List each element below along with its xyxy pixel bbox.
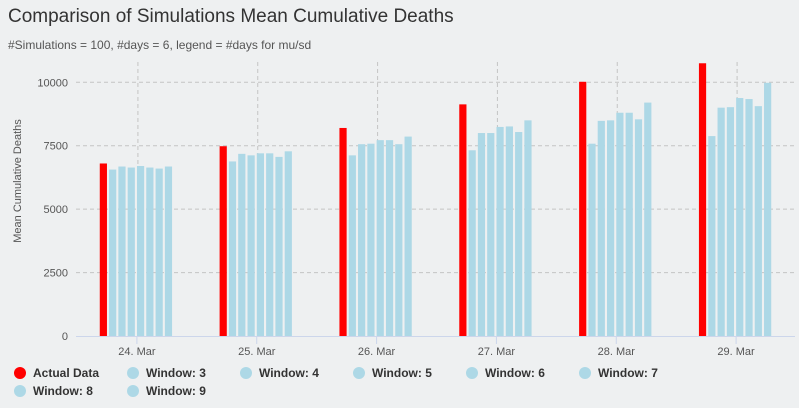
y-tick-label: 10000 [37,77,68,89]
bar[interactable] [266,153,274,336]
bar[interactable] [164,166,173,336]
bar[interactable] [708,136,716,336]
x-tick-label: 28. Mar [598,346,636,358]
legend-marker [14,367,26,379]
bar[interactable] [127,167,135,336]
legend-item[interactable]: Window: 4 [240,366,319,380]
chart-subtitle: #Simulations = 100, #days = 6, legend = … [8,38,312,52]
legend-marker [579,367,591,379]
bar[interactable] [634,119,643,336]
bar[interactable] [579,81,587,337]
x-tick-label: 25. Mar [238,346,276,358]
bar[interactable] [505,126,513,337]
bar[interactable] [367,143,375,336]
legend-label: Actual Data [33,366,100,380]
bar[interactable] [238,153,246,336]
chart-title: Comparison of Simulations Mean Cumulativ… [8,6,454,27]
bar[interactable] [376,140,384,336]
bars [99,63,772,337]
bar[interactable] [524,120,532,336]
bar[interactable] [468,150,476,336]
bar[interactable] [745,99,753,336]
legend-marker [127,367,139,379]
bar[interactable] [358,144,366,336]
y-tick-label: 5000 [44,204,68,216]
bar[interactable] [348,155,356,336]
legend-label: Window: 4 [259,366,319,380]
legend-item[interactable]: Window: 7 [579,366,658,380]
bar[interactable] [726,107,735,336]
x-tick-label: 29. Mar [717,346,755,358]
bar[interactable] [625,112,633,336]
legend-label: Window: 9 [146,384,206,398]
bar[interactable] [155,168,163,336]
bar[interactable] [99,163,107,336]
legend-marker [240,367,252,379]
bar[interactable] [487,133,495,336]
bar[interactable] [339,127,347,337]
x-tick-label: 26. Mar [358,346,396,358]
legend-marker [466,367,478,379]
bar[interactable] [644,102,652,336]
bar[interactable] [146,167,154,336]
legend-item[interactable]: Window: 9 [127,384,206,398]
bar[interactable] [588,143,596,336]
bar[interactable] [515,132,523,336]
legend-item[interactable]: Actual Data [14,366,99,380]
bar[interactable] [219,146,227,336]
legend-item[interactable]: Window: 8 [14,384,93,398]
legend-marker [353,367,365,379]
legend-label: Window: 5 [372,366,432,380]
legend-label: Window: 7 [598,366,658,380]
axes: 0 2500 5000 7500 10000 24. Mar 25. Mar 26. Mar 2… [37,77,795,358]
legend-marker [14,385,26,397]
gridlines [76,62,795,336]
bar[interactable] [404,136,412,336]
bar[interactable] [736,98,744,336]
legend-label: Window: 3 [146,366,206,380]
bar[interactable] [275,156,283,336]
bar[interactable] [754,106,762,337]
y-axis-label: Mean Cumulative Deaths [12,119,24,243]
legend-label: Window: 8 [33,384,93,398]
bar[interactable] [477,133,486,336]
legend-marker [127,385,139,397]
x-tick-label: 24. Mar [118,346,156,358]
bar[interactable] [717,107,725,337]
bar[interactable] [698,63,707,336]
legend-item[interactable]: Window: 5 [353,366,432,380]
bar[interactable] [136,166,145,336]
x-tick-label: 27. Mar [478,346,516,358]
bar[interactable] [597,120,605,337]
bar[interactable] [616,112,624,336]
y-tick-label: 0 [62,331,68,343]
bar[interactable] [607,120,615,336]
bar[interactable] [247,155,255,336]
y-tick-label: 7500 [44,141,68,153]
bar[interactable] [395,144,403,336]
bar[interactable] [228,161,237,336]
bar[interactable] [118,166,126,336]
legend-item[interactable]: Window: 3 [127,366,206,380]
legend-label: Window: 6 [485,366,545,380]
bar[interactable] [459,104,467,336]
bar[interactable] [496,126,504,336]
bar[interactable] [764,82,772,336]
bar[interactable] [385,140,394,336]
bar[interactable] [256,153,264,336]
y-tick-label: 2500 [44,268,68,280]
bar[interactable] [284,151,292,336]
legend-item[interactable]: Window: 6 [466,366,545,380]
bar[interactable] [109,169,117,336]
